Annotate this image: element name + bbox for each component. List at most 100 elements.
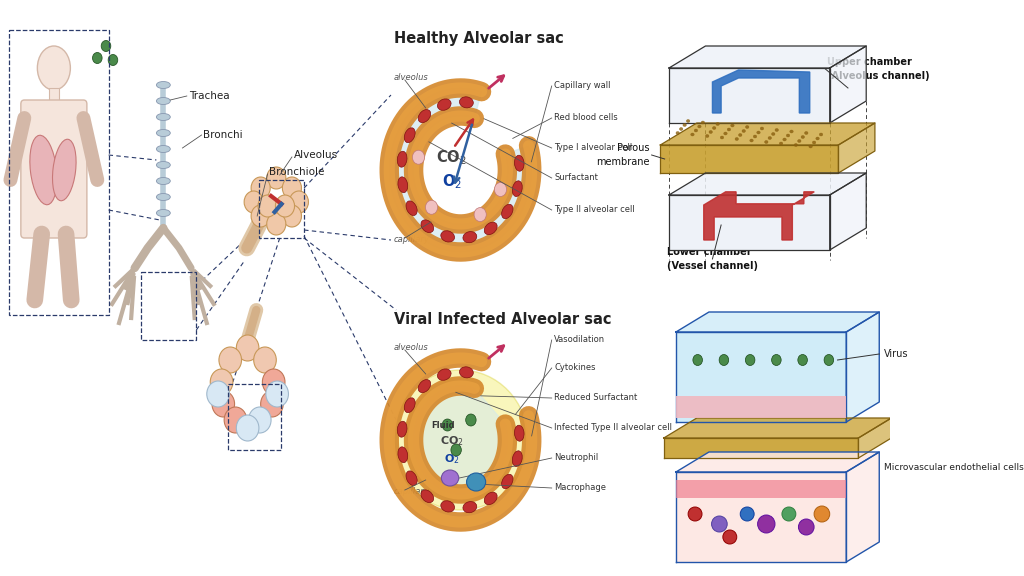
Ellipse shape xyxy=(451,444,462,456)
Ellipse shape xyxy=(750,139,754,142)
Ellipse shape xyxy=(442,419,453,431)
Ellipse shape xyxy=(266,213,286,235)
Bar xyxy=(8,30,109,315)
Text: (Vessel channel): (Vessel channel) xyxy=(668,261,758,271)
Ellipse shape xyxy=(466,414,476,426)
Polygon shape xyxy=(676,472,846,562)
Ellipse shape xyxy=(512,181,522,196)
Polygon shape xyxy=(829,173,866,250)
Polygon shape xyxy=(676,452,880,472)
Polygon shape xyxy=(829,46,866,123)
Ellipse shape xyxy=(251,177,270,199)
Text: Bronchiole: Bronchiole xyxy=(269,167,325,177)
Ellipse shape xyxy=(786,134,790,137)
Ellipse shape xyxy=(407,471,417,486)
Ellipse shape xyxy=(440,231,455,242)
Ellipse shape xyxy=(157,97,170,104)
Ellipse shape xyxy=(824,354,834,366)
Ellipse shape xyxy=(723,530,736,544)
Ellipse shape xyxy=(779,142,782,145)
Ellipse shape xyxy=(757,131,760,134)
Text: Reduced Surfactant: Reduced Surfactant xyxy=(554,393,638,403)
Ellipse shape xyxy=(157,161,170,169)
Bar xyxy=(259,180,304,238)
Ellipse shape xyxy=(812,141,816,144)
Text: Red blood cells: Red blood cells xyxy=(554,113,618,123)
Ellipse shape xyxy=(771,132,775,135)
Ellipse shape xyxy=(463,232,477,242)
Ellipse shape xyxy=(266,381,289,407)
Ellipse shape xyxy=(418,109,431,123)
Ellipse shape xyxy=(754,135,757,138)
Ellipse shape xyxy=(760,127,764,130)
Ellipse shape xyxy=(109,55,118,66)
Ellipse shape xyxy=(495,183,507,196)
Polygon shape xyxy=(676,312,880,332)
Polygon shape xyxy=(664,438,858,458)
Ellipse shape xyxy=(441,470,459,486)
Text: Lower chamber: Lower chamber xyxy=(668,247,752,257)
Ellipse shape xyxy=(772,354,781,366)
Ellipse shape xyxy=(460,367,473,378)
Ellipse shape xyxy=(706,135,709,138)
Ellipse shape xyxy=(397,151,407,167)
FancyBboxPatch shape xyxy=(20,100,87,238)
Text: Alveolar epithelial cells: Alveolar epithelial cells xyxy=(706,403,817,411)
Polygon shape xyxy=(676,332,846,422)
Ellipse shape xyxy=(157,210,170,217)
Ellipse shape xyxy=(266,167,286,189)
Ellipse shape xyxy=(207,381,229,407)
Ellipse shape xyxy=(790,130,794,133)
Ellipse shape xyxy=(686,119,690,123)
Ellipse shape xyxy=(262,369,285,395)
Ellipse shape xyxy=(249,407,271,433)
Ellipse shape xyxy=(275,195,295,217)
Text: CO$_2$: CO$_2$ xyxy=(440,434,464,448)
Text: O$_2$: O$_2$ xyxy=(441,172,462,191)
Ellipse shape xyxy=(237,415,259,441)
Ellipse shape xyxy=(679,127,683,131)
Ellipse shape xyxy=(799,519,814,535)
Ellipse shape xyxy=(463,502,477,513)
Ellipse shape xyxy=(801,135,805,138)
Polygon shape xyxy=(669,173,866,195)
Text: membrane: membrane xyxy=(596,157,650,167)
Ellipse shape xyxy=(805,131,808,135)
Bar xyxy=(227,384,282,450)
Ellipse shape xyxy=(712,516,727,532)
Ellipse shape xyxy=(775,128,778,131)
Ellipse shape xyxy=(738,134,742,137)
Ellipse shape xyxy=(701,121,705,124)
Ellipse shape xyxy=(693,354,702,366)
Ellipse shape xyxy=(92,52,102,63)
Text: Fluid: Fluid xyxy=(431,421,455,430)
Ellipse shape xyxy=(484,492,498,505)
Ellipse shape xyxy=(697,125,701,128)
Ellipse shape xyxy=(258,195,278,217)
Ellipse shape xyxy=(719,354,729,366)
Ellipse shape xyxy=(397,421,407,437)
Ellipse shape xyxy=(798,139,801,142)
Ellipse shape xyxy=(694,129,697,132)
Text: (Alveolus channel): (Alveolus channel) xyxy=(827,71,930,81)
Ellipse shape xyxy=(745,354,755,366)
Polygon shape xyxy=(664,418,892,438)
Ellipse shape xyxy=(407,201,417,215)
Polygon shape xyxy=(660,123,874,145)
Polygon shape xyxy=(839,123,874,173)
Ellipse shape xyxy=(404,128,415,143)
Ellipse shape xyxy=(512,451,522,467)
Ellipse shape xyxy=(52,139,76,201)
Ellipse shape xyxy=(720,136,724,139)
Ellipse shape xyxy=(740,507,754,521)
Ellipse shape xyxy=(716,123,720,126)
Text: Type I alveolar cell: Type I alveolar cell xyxy=(554,143,633,153)
Text: Bronchi: Bronchi xyxy=(204,130,243,140)
Ellipse shape xyxy=(514,156,524,171)
Ellipse shape xyxy=(157,113,170,120)
Ellipse shape xyxy=(676,131,679,135)
Ellipse shape xyxy=(210,369,232,395)
Ellipse shape xyxy=(814,506,829,522)
Text: CO$_2$: CO$_2$ xyxy=(436,148,467,166)
Bar xyxy=(676,396,846,418)
